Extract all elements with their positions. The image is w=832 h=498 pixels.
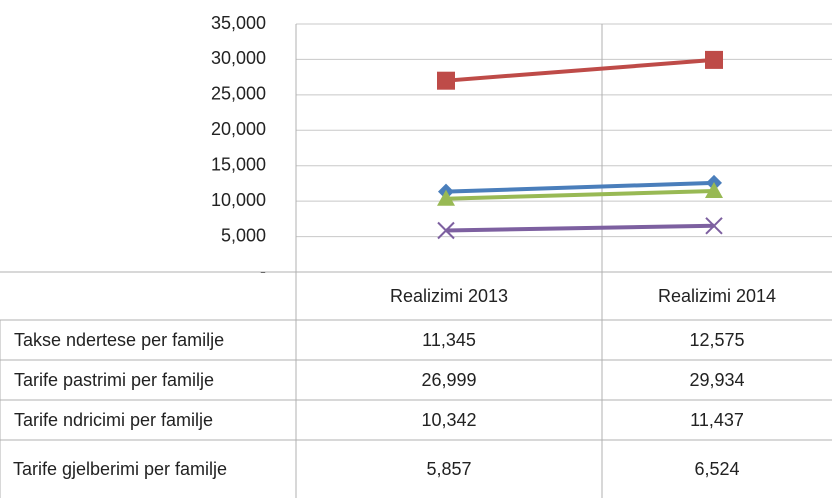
series-label: Takse ndertese per familje xyxy=(14,329,225,350)
series-label: Tarife ndricimi per familje xyxy=(14,409,214,430)
table-value: 11,345 xyxy=(422,329,476,350)
series-line xyxy=(445,57,715,83)
y-tick-label: 30,000 xyxy=(211,48,266,68)
series-line xyxy=(445,188,715,201)
series-label: Tarife gjelberimi per familje xyxy=(12,458,228,479)
marker xyxy=(437,221,455,240)
marker xyxy=(705,50,723,69)
marker xyxy=(705,181,723,198)
y-tick-label: - xyxy=(260,261,266,281)
marker xyxy=(437,189,455,206)
y-tick-label: 5,000 xyxy=(221,225,266,245)
column-header: Realizimi 2014 xyxy=(657,285,777,306)
table-value: 12,575 xyxy=(689,329,745,350)
marker xyxy=(705,217,723,235)
y-tick-label: 15,000 xyxy=(211,154,266,174)
table-value: 6,524 xyxy=(694,458,740,479)
y-tick-label: 20,000 xyxy=(211,119,266,139)
y-tick-label: 10,000 xyxy=(211,190,266,210)
series-line xyxy=(445,223,715,233)
table-value: 11,437 xyxy=(690,409,744,430)
table-value: 5,857 xyxy=(426,458,472,479)
table-value: 10,342 xyxy=(421,409,477,430)
marker xyxy=(437,71,455,90)
y-tick-label: 25,000 xyxy=(211,84,266,104)
y-tick-label: 35,000 xyxy=(211,13,266,33)
column-header: Realizimi 2013 xyxy=(389,285,509,306)
table-value: 29,934 xyxy=(689,369,745,390)
table-value: 26,999 xyxy=(421,369,477,390)
series-line xyxy=(445,180,715,194)
series-label: Tarife pastrimi per familje xyxy=(14,369,215,390)
